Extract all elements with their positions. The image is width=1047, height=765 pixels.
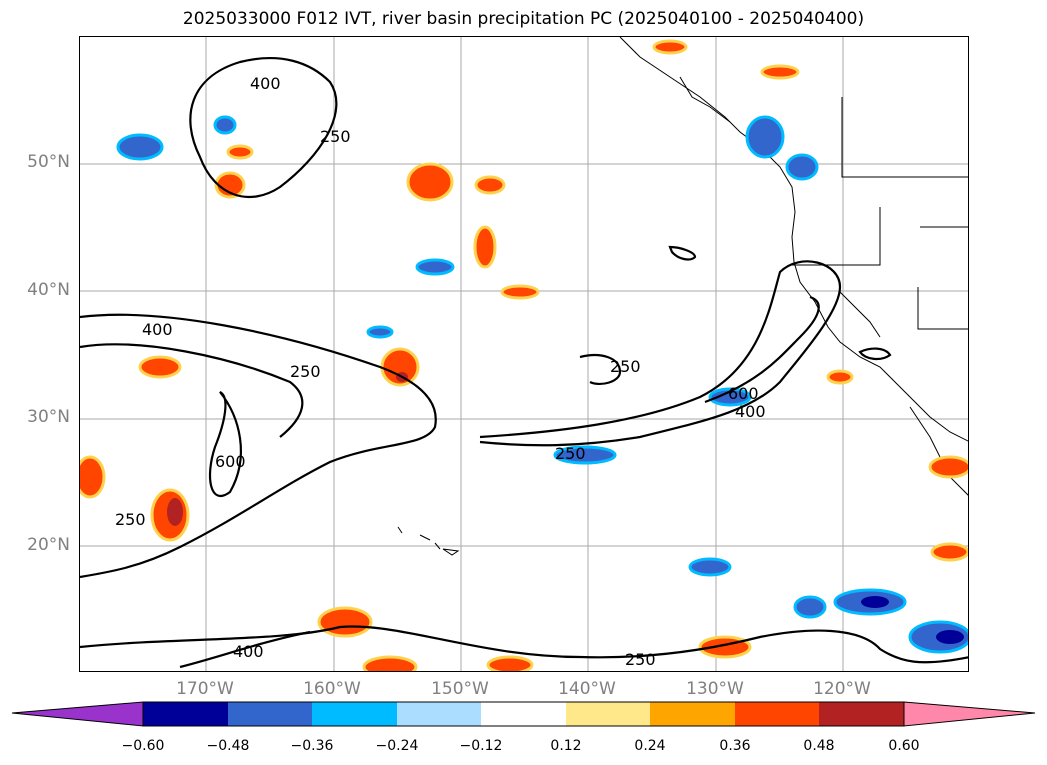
- map-panel: 400 250 400 250 600 250 250 250 600 400 …: [79, 36, 969, 672]
- contour-label-250-south: 250: [625, 650, 656, 669]
- contour-label-250-southwest: 250: [115, 510, 146, 529]
- colorbar-bin-4: [397, 702, 481, 726]
- contour-label-400-south: 400: [233, 642, 264, 661]
- colorbar-bin-6: [566, 702, 650, 726]
- contour-label-250-north: 250: [320, 127, 351, 146]
- lat-label-20n: 20°N: [27, 535, 70, 555]
- colorbar-tick-2: −0.48: [206, 738, 250, 754]
- lon-label-150w: 150°W: [431, 679, 489, 699]
- lon-label-130w: 130°W: [686, 679, 744, 699]
- lon-label-170w: 170°W: [176, 679, 234, 699]
- precip-negative-fields: [116, 115, 968, 654]
- precip-positive-fields: [80, 39, 968, 671]
- contour-label-400-west: 400: [142, 320, 173, 339]
- colorbar-bin-3: [312, 702, 397, 726]
- colorbar-bin-8: [735, 702, 819, 726]
- ivt-contours: [80, 56, 968, 669]
- colorbar-bin-2: [228, 702, 312, 726]
- contour-label-250-east-inner: 250: [610, 357, 641, 376]
- colorbar-tick-10: 0.60: [888, 738, 920, 754]
- colorbar: [11, 701, 1036, 727]
- contour-label-600-west: 600: [215, 452, 246, 471]
- colorbar-tick-5: −0.12: [459, 738, 503, 754]
- contour-label-250-west: 250: [290, 362, 321, 381]
- contour-labels: 400 250 400 250 600 250 250 250 600 400 …: [115, 74, 766, 669]
- colorbar-bin-5: [481, 702, 566, 726]
- colorbar-bin-9: [819, 702, 904, 726]
- lon-label-140w: 140°W: [558, 679, 616, 699]
- colorbar-tick-3: −0.36: [290, 738, 334, 754]
- lat-label-30n: 30°N: [27, 407, 70, 427]
- colorbar-bin-1: [143, 702, 228, 726]
- colorbar-tick-1: −0.60: [121, 738, 165, 754]
- lon-label-160w: 160°W: [303, 679, 361, 699]
- colorbar-tick-7: 0.24: [634, 738, 666, 754]
- map-svg: 400 250 400 250 600 250 250 250 600 400 …: [80, 37, 968, 671]
- colorbar-tick-4: −0.24: [375, 738, 419, 754]
- colorbar-tick-8: 0.36: [719, 738, 751, 754]
- contour-label-400-east: 400: [735, 402, 766, 421]
- lon-label-120w: 120°W: [813, 679, 871, 699]
- coastlines: [397, 37, 968, 556]
- contour-label-250-central: 250: [555, 444, 586, 463]
- map-title: 2025033000 F012 IVT, river basin precipi…: [182, 9, 865, 29]
- gridlines: [80, 37, 968, 671]
- colorbar-low-extend: [11, 701, 144, 727]
- colorbar-high-extend: [903, 701, 1036, 727]
- colorbar-bin-7: [650, 702, 735, 726]
- lat-label-50n: 50°N: [27, 152, 70, 172]
- colorbar-tick-6: 0.12: [550, 738, 582, 754]
- contour-label-400-north: 400: [250, 74, 281, 93]
- lat-label-40n: 40°N: [27, 280, 70, 300]
- colorbar-tick-9: 0.48: [803, 738, 835, 754]
- contour-label-600-east: 600: [728, 384, 759, 403]
